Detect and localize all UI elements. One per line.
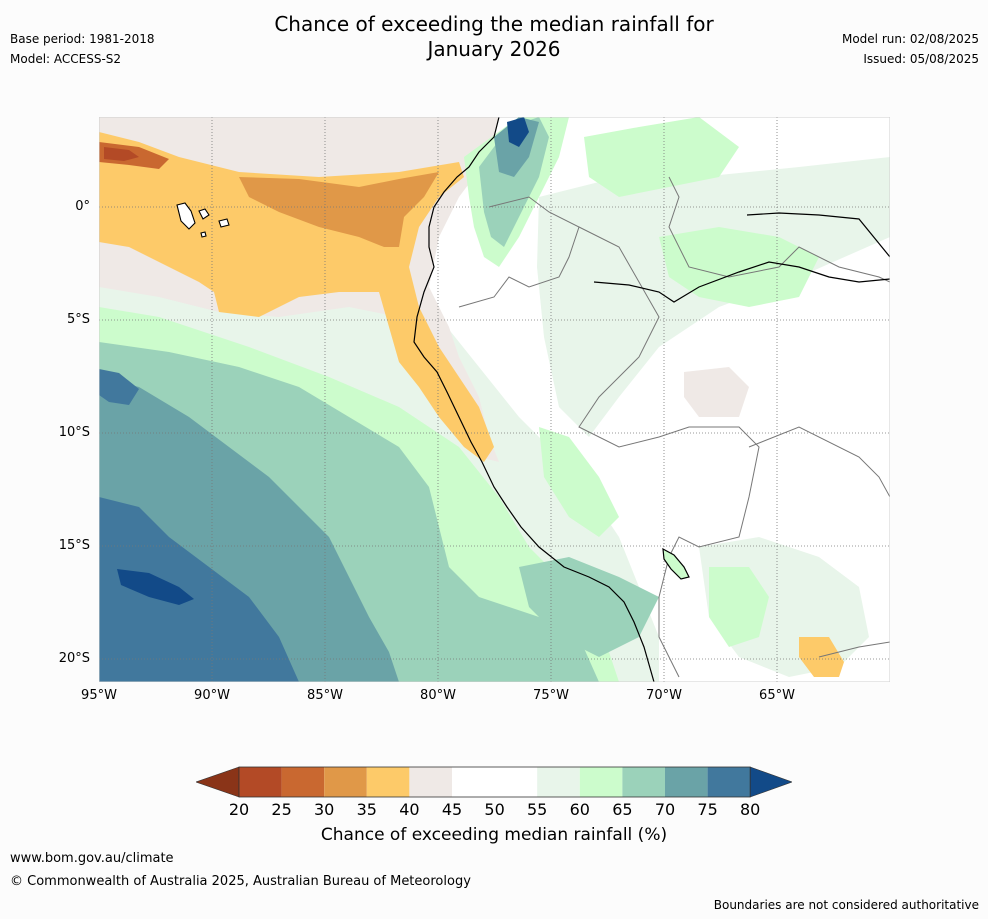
colorbar-tick-35: 35: [356, 800, 377, 819]
lon-label-80w: 80°W: [420, 688, 456, 703]
title-line-1: Chance of exceeding the median rainfall …: [274, 12, 714, 36]
colorbar-tick-40: 40: [399, 800, 420, 819]
coastline: [413, 117, 655, 682]
lon-label-95w: 95°W: [81, 688, 117, 703]
colorbar-bin-45-50: [452, 767, 495, 797]
region-75-80-ocean: [99, 497, 299, 682]
colorbar-bin-65-70: [622, 767, 665, 797]
region-60-65-south-land: [709, 567, 769, 647]
colorbar-bin-55-60: [537, 767, 580, 797]
region-80-plus-ocean: [117, 569, 194, 605]
lon-label-85w: 85°W: [307, 688, 343, 703]
lon-label-70w: 70°W: [646, 688, 682, 703]
region-20-25-north: [104, 147, 139, 161]
colorbar-high-arrow: [749, 766, 792, 798]
lat-label-20s: 20°S: [58, 651, 90, 666]
colorbar-bin-70-75: [665, 767, 708, 797]
colorbar-tick-75: 75: [697, 800, 718, 819]
colorbar-tick-70: 70: [654, 800, 676, 819]
colorbar-outline: [238, 766, 751, 798]
colorbar: [196, 766, 792, 798]
metadata-right: Model run: 02/08/2025 Issued: 05/08/2025: [842, 29, 979, 69]
title-line-2: January 2026: [427, 37, 561, 61]
colorbar-tick-50: 50: [484, 800, 505, 819]
colorbar-bin-75-80: [707, 767, 751, 797]
colorbar-bin-30-35: [324, 767, 367, 797]
amazon-river: [593, 261, 890, 303]
map-title: Chance of exceeding the median rainfall …: [0, 12, 988, 62]
colorbar-tick-65: 65: [612, 800, 633, 819]
region-30-35-north: [239, 172, 439, 247]
lat-label-10s: 10°S: [58, 425, 90, 440]
region-65-70-land: [519, 557, 659, 657]
galapagos-islands: [176, 202, 230, 238]
lon-label-75w: 75°W: [533, 688, 569, 703]
base-period-text: Base period: 1981-2018: [10, 32, 155, 46]
colorbar-bin-60-65: [579, 767, 623, 797]
colorbar-tick-60: 60: [569, 800, 590, 819]
colorbar-low-arrow: [196, 766, 240, 798]
region-80-plus-colombia: [507, 117, 529, 147]
lat-label-5s: 5°S: [66, 312, 90, 327]
lon-label-90w: 90°W: [194, 688, 230, 703]
colorbar-label: Chance of exceeding median rainfall (%): [320, 825, 668, 845]
copyright-text: © Commonwealth of Australia 2025, Austra…: [10, 874, 471, 889]
region-60-65-land-c: [539, 427, 619, 537]
lat-label-0: 0°: [75, 199, 90, 214]
colorbar-tick-30: 30: [314, 800, 335, 819]
site-link[interactable]: www.bom.gov.au/climate: [10, 851, 174, 866]
region-40-45-inland: [684, 367, 749, 417]
colorbar-tick-45: 45: [441, 800, 463, 819]
colorbar-tick-20: 20: [228, 800, 250, 819]
issued-text: Issued: 05/08/2025: [863, 52, 979, 66]
rainfall-map: [99, 117, 890, 682]
negro-river: [746, 212, 890, 258]
metadata-left: Base period: 1981-2018 Model: ACCESS-S2: [10, 29, 155, 69]
lon-label-65w: 65°W: [759, 688, 795, 703]
colorbar-bin-20-25: [239, 767, 282, 797]
colorbar-bin-35-40: [366, 767, 410, 797]
disclaimer-text: Boundaries are not considered authoritat…: [713, 898, 979, 912]
region-35-40-south: [799, 637, 844, 677]
model-text: Model: ACCESS-S2: [10, 52, 122, 66]
colorbar-tick-25: 25: [271, 800, 292, 819]
lake-titicaca: [662, 547, 690, 580]
region-60-65-land-a: [584, 117, 739, 197]
region-75-80-ocean-west: [99, 369, 139, 405]
colorbar-tick-55: 55: [527, 800, 548, 819]
colorbar-bin-50-55: [494, 767, 538, 797]
colorbar-bin-40-45: [409, 767, 452, 797]
country-borders: [458, 176, 890, 678]
model-run-text: Model run: 02/08/2025: [841, 32, 979, 46]
graticule: [99, 117, 890, 682]
colorbar-bin-25-30: [281, 767, 325, 797]
lat-label-15s: 15°S: [58, 538, 90, 553]
colorbar-tick-80: 80: [740, 800, 761, 819]
